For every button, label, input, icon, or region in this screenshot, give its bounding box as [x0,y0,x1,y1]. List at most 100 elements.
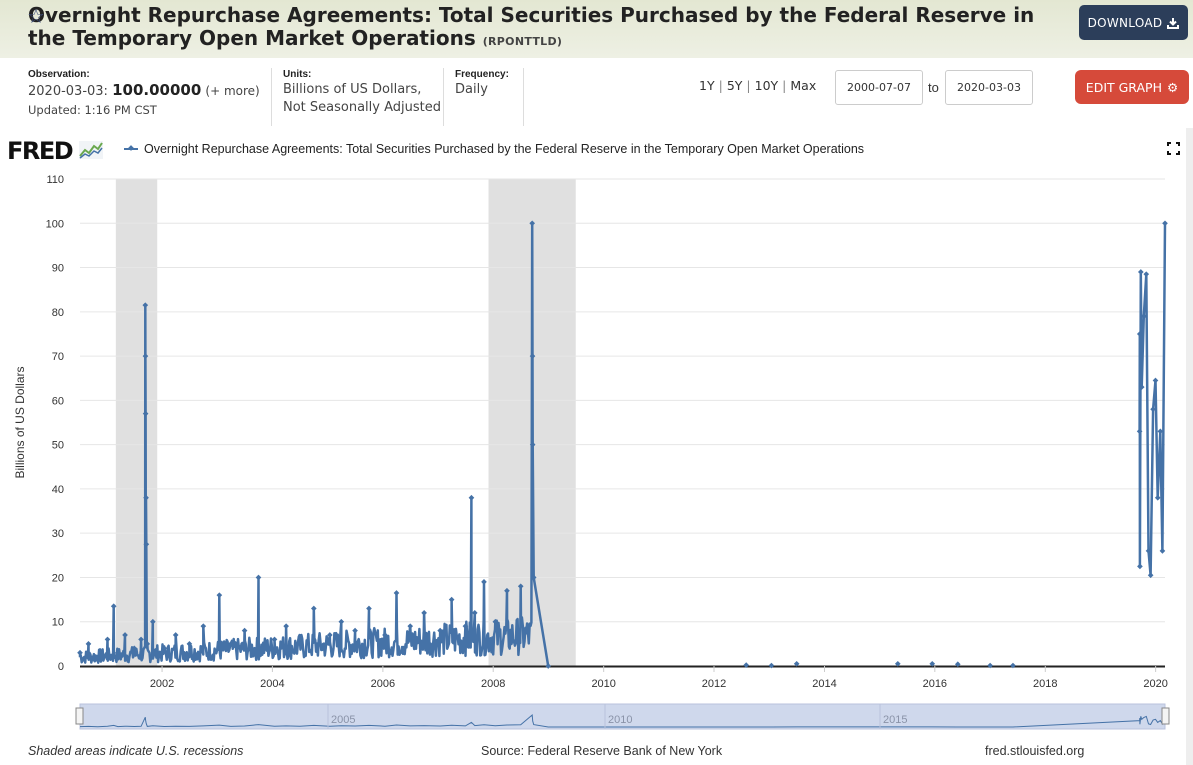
data-point[interactable] [421,610,427,616]
navigator-handle-left[interactable] [75,707,84,725]
data-point[interactable] [529,353,536,359]
data-point[interactable] [393,590,400,596]
data-point[interactable] [326,632,333,638]
data-point[interactable] [1010,662,1016,669]
scrollbar[interactable] [1186,128,1193,765]
fred-logo-text: FRED [7,137,74,165]
data-point[interactable] [172,632,179,638]
data-point[interactable] [481,579,487,585]
data-point[interactable] [150,618,156,625]
data-point[interactable] [228,641,234,647]
data-point[interactable] [271,636,278,643]
site-url[interactable]: fred.stlouisfed.org [985,744,1085,758]
range-10y-link[interactable]: 10Y [754,78,779,93]
data-point[interactable] [255,574,262,581]
data-point[interactable] [517,583,524,590]
series-title: Overnight Repurchase Agreements: Total S… [28,3,1035,50]
data-point[interactable] [77,649,83,656]
data-point[interactable] [138,636,144,643]
data-point[interactable] [529,441,536,448]
data-point[interactable] [468,494,475,501]
data-point[interactable] [142,353,149,359]
data-point[interactable] [186,641,193,647]
x-tick-label: 2014 [812,678,836,690]
data-point[interactable] [1145,548,1152,554]
data-point[interactable] [768,662,775,669]
data-point[interactable] [1154,494,1161,501]
data-point[interactable] [462,623,469,629]
data-point[interactable] [1136,331,1143,337]
data-point[interactable] [1150,406,1156,413]
data-point[interactable] [142,302,149,309]
star-icon[interactable]: ☆ [27,4,45,28]
data-point[interactable] [352,627,358,634]
edit-graph-button[interactable]: EDIT GRAPH ⚙ [1075,70,1189,104]
data-point[interactable] [448,596,455,603]
data-point[interactable] [122,632,128,638]
end-date-input[interactable]: 2020-03-03 [945,70,1033,105]
data-point[interactable] [1138,384,1145,390]
y-tick-label: 90 [52,263,64,275]
data-point[interactable] [471,610,478,616]
data-point[interactable] [894,660,901,667]
data-point[interactable] [437,627,443,634]
data-point[interactable] [1137,269,1144,275]
data-point[interactable] [310,605,317,612]
data-point[interactable] [200,623,207,629]
data-point[interactable] [382,632,388,638]
data-point[interactable] [161,645,168,652]
data-point[interactable] [1152,377,1159,384]
fullscreen-icon[interactable] [1167,142,1180,155]
data-point[interactable] [407,623,414,629]
data-point[interactable] [504,587,510,594]
chart-legend[interactable]: Overnight Repurchase Agreements: Total S… [124,142,864,156]
observation-more-link[interactable]: (+ more) [205,84,260,98]
data-point[interactable] [743,662,750,668]
range-5y-link[interactable]: 5Y [726,78,743,93]
navigator-series [79,713,1166,728]
data-point[interactable] [297,636,303,643]
data-point[interactable] [338,618,345,625]
data-point[interactable] [929,660,936,667]
data-point[interactable] [216,592,223,598]
range-max-link[interactable]: Max [790,78,817,93]
data-point[interactable] [144,641,151,647]
data-point[interactable] [283,623,289,629]
data-point[interactable] [529,220,536,227]
data-point[interactable] [142,410,149,417]
data-point[interactable] [530,574,537,581]
data-point[interactable] [1136,428,1143,435]
data-point[interactable] [94,654,101,660]
data-point[interactable] [241,627,248,634]
data-point[interactable] [1143,271,1150,278]
data-point[interactable] [1159,548,1166,554]
range-1y-link[interactable]: 1Y [699,78,715,93]
data-point[interactable] [110,603,117,610]
x-tick-label: 2010 [591,678,615,690]
data-point[interactable] [1141,313,1147,320]
data-point[interactable] [793,660,800,667]
recession-note: Shaded areas indicate U.S. recessions [28,744,244,758]
data-point[interactable] [143,494,149,501]
data-point[interactable] [987,662,993,669]
y-tick-label: 30 [52,528,64,540]
data-point[interactable] [1162,220,1168,227]
data-point[interactable] [545,663,552,669]
navigator-handle-right[interactable] [1161,707,1170,725]
data-point[interactable] [366,605,372,612]
data-point[interactable] [1137,563,1143,570]
data-point[interactable] [492,618,499,625]
data-point[interactable] [115,649,121,656]
data-point[interactable] [85,641,92,647]
start-date-input[interactable]: 2000-07-07 [835,70,923,105]
data-point[interactable] [954,661,961,668]
data-point[interactable] [143,541,150,548]
data-point[interactable] [1147,572,1154,579]
data-point[interactable] [131,645,138,652]
data-point[interactable] [104,636,111,643]
x-tick-label: 2008 [481,678,505,690]
fred-logo: FRED [7,137,104,165]
download-button[interactable]: DOWNLOAD [1079,5,1188,40]
data-point[interactable] [1157,428,1164,435]
